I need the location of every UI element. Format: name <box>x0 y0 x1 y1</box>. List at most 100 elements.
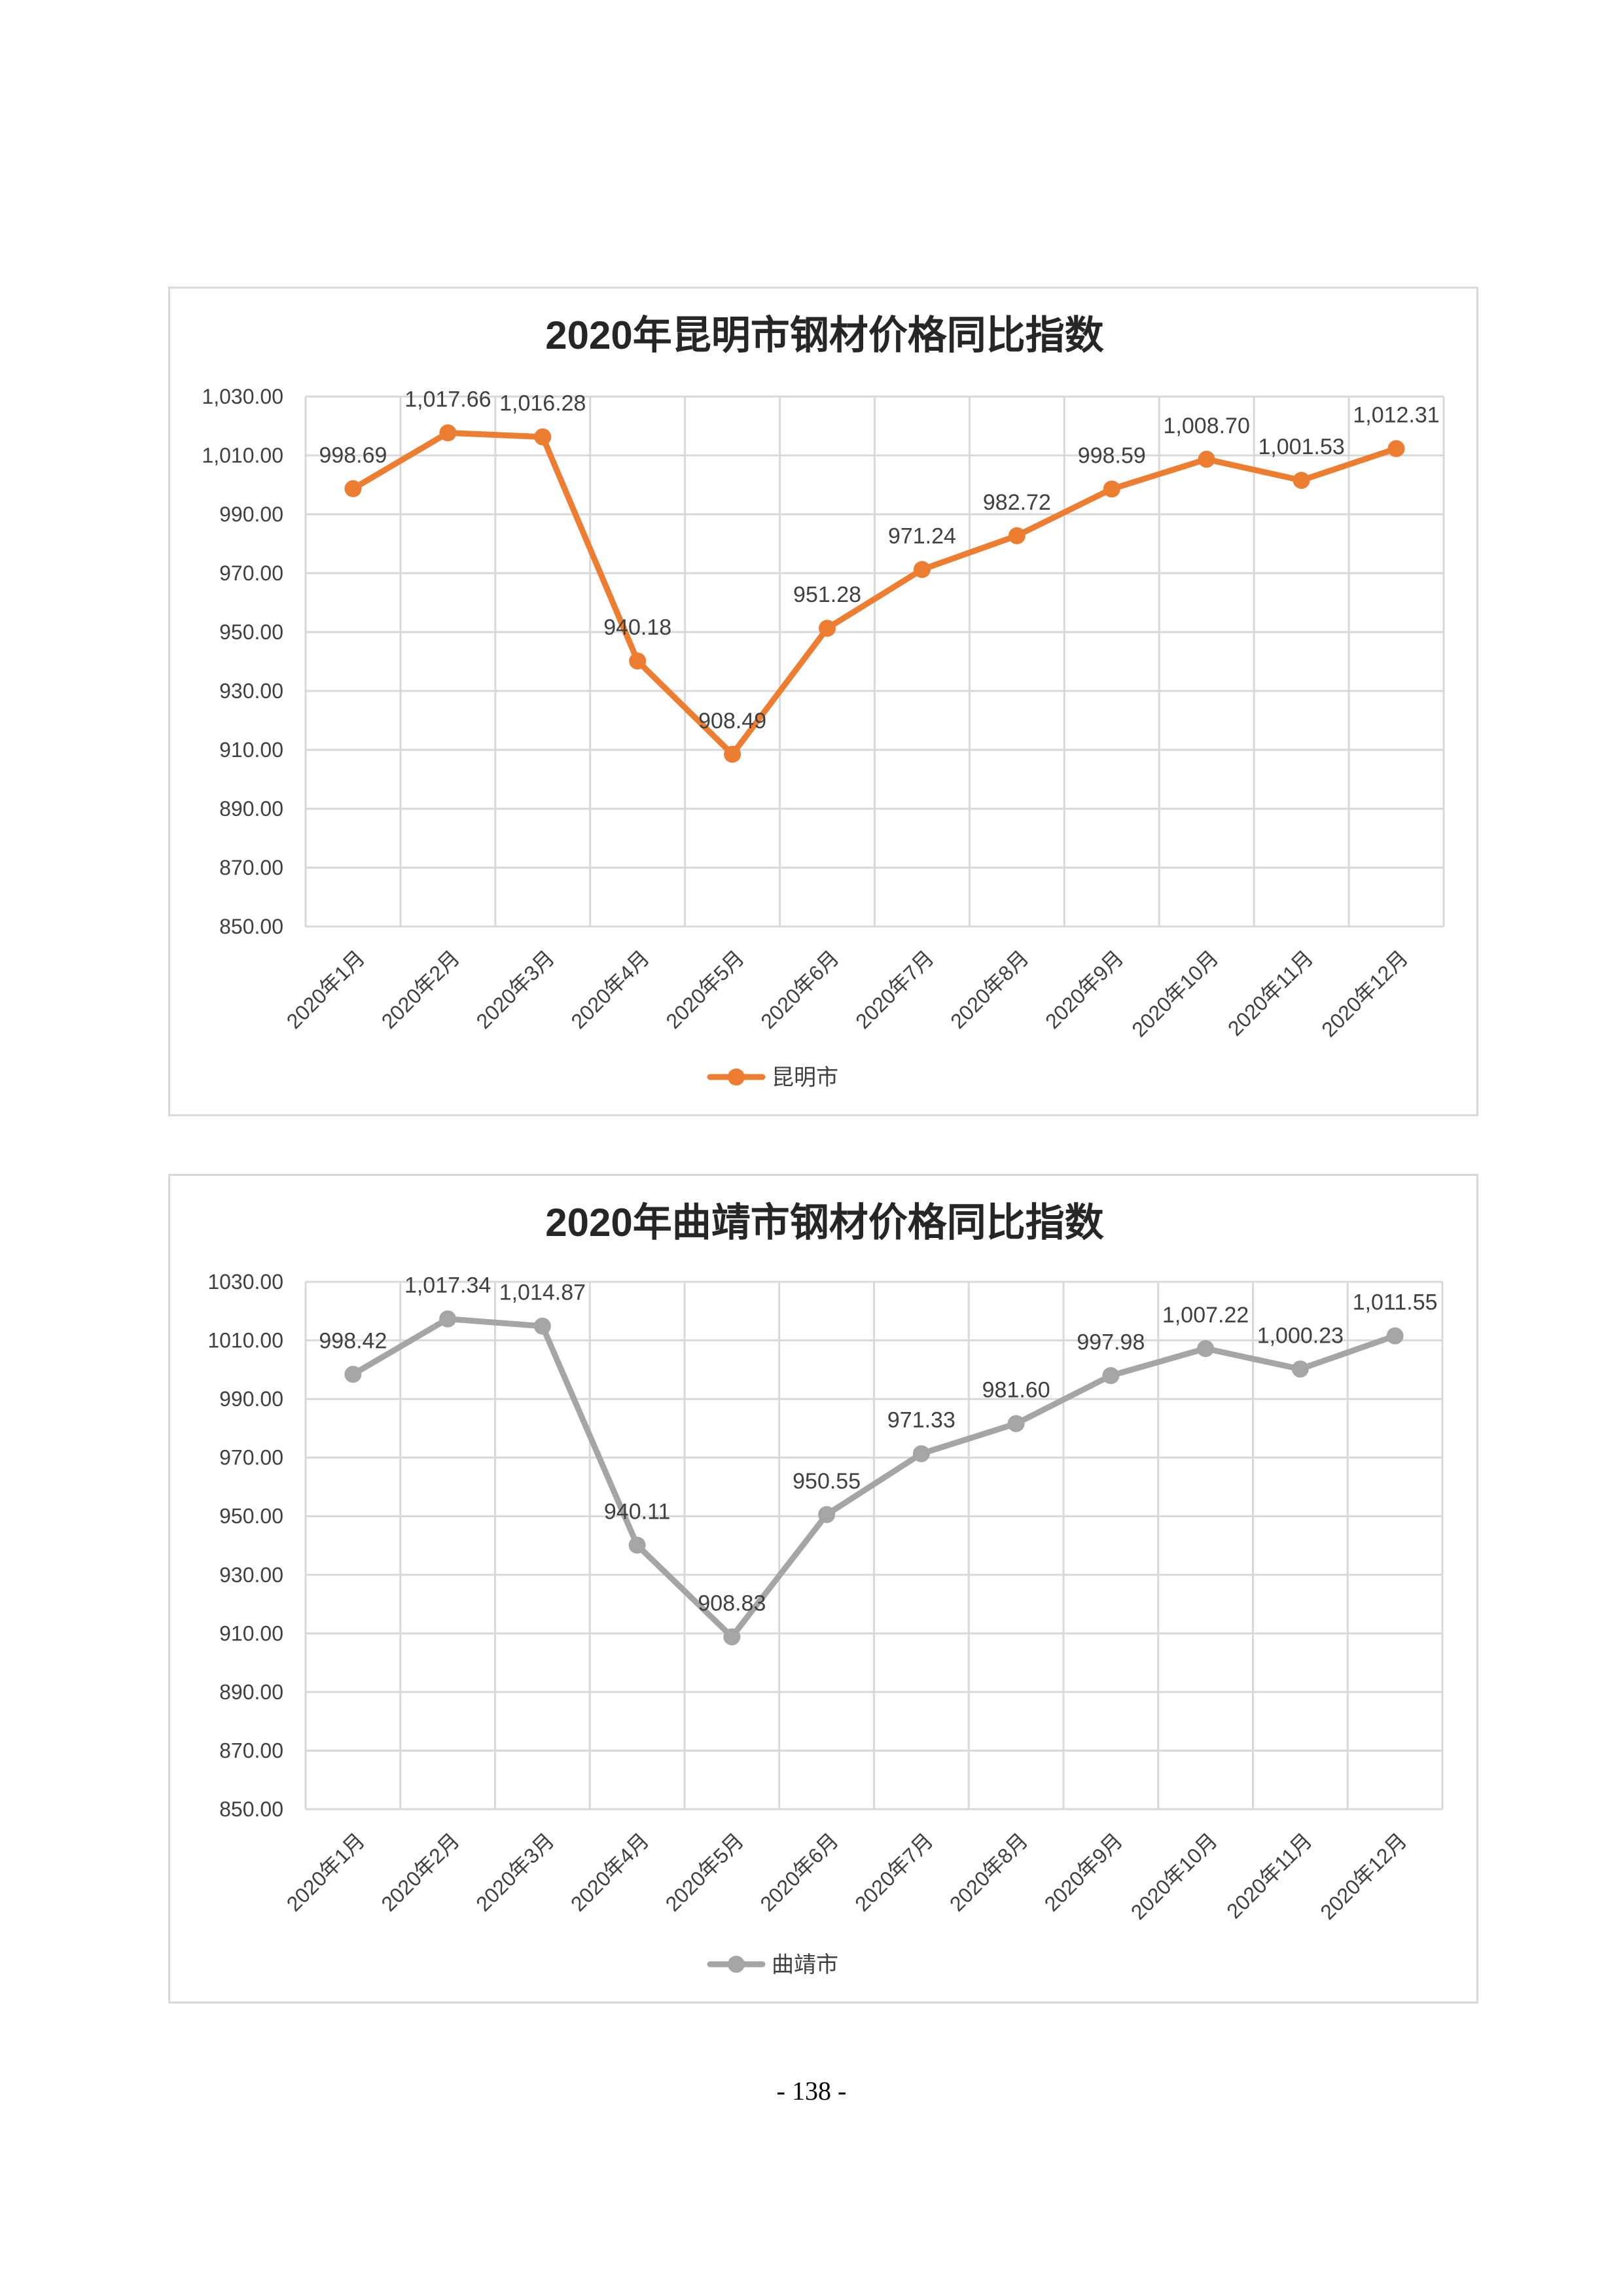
data-label: 982.72 <box>983 490 1051 515</box>
y-tick-label: 850.00 <box>219 1797 283 1821</box>
data-label: 940.18 <box>603 615 671 640</box>
x-tick-label: 2020年9月 <box>1041 945 1128 1033</box>
legend-label: 曲靖市 <box>772 1952 838 1977</box>
x-tick-label: 2020年2月 <box>376 1828 464 1916</box>
y-tick-label: 930.00 <box>219 679 283 703</box>
data-point <box>1386 1327 1404 1345</box>
data-label: 971.33 <box>887 1408 955 1433</box>
data-label: 998.42 <box>319 1328 387 1353</box>
page-number: - 138 - <box>776 2076 847 2106</box>
chart-title: 2020年曲靖市钢材价格同比指数 <box>545 1201 1103 1245</box>
data-point <box>534 428 552 446</box>
chart-qujing-svg: 2020年曲靖市钢材价格同比指数 850.00 870.00 890.00 910.00… <box>207 1201 1444 1977</box>
data-point <box>818 1506 836 1523</box>
data-point <box>819 620 836 637</box>
y-tick-label: 1030.00 <box>207 1270 283 1294</box>
x-tick-label: 2020年1月 <box>282 1828 370 1916</box>
data-point <box>533 1317 551 1335</box>
x-tick-label: 2020年7月 <box>850 1828 938 1916</box>
data-point <box>1102 1367 1120 1385</box>
data-point <box>629 652 647 670</box>
chart-title: 2020年昆明市钢材价格同比指数 <box>545 313 1103 357</box>
data-label: 1,007.22 <box>1162 1303 1249 1328</box>
chart-kunming: 2020年昆明市钢材价格同比指数 850.00 870.00 890.00 910.00… <box>168 287 1478 1116</box>
legend-label: 昆明市 <box>772 1065 838 1090</box>
data-point <box>344 480 362 497</box>
data-point <box>1008 527 1026 544</box>
data-label: 908.83 <box>698 1591 766 1616</box>
data-point <box>439 424 457 442</box>
x-tick-label: 2020年3月 <box>472 945 560 1033</box>
data-label: 908.49 <box>698 709 766 733</box>
x-tick-label: 2020年1月 <box>282 945 370 1033</box>
data-label: 1,001.53 <box>1258 434 1344 459</box>
data-label: 1,016.28 <box>499 391 586 416</box>
x-tick-label: 2020年12月 <box>1315 1828 1411 1924</box>
x-tick-label: 2020年9月 <box>1040 1828 1128 1916</box>
data-point <box>1007 1415 1025 1432</box>
x-tick-label: 2020年11月 <box>1222 1828 1317 1923</box>
y-tick-label: 950.00 <box>219 620 283 644</box>
data-point <box>628 1536 646 1554</box>
data-label: 1,008.70 <box>1164 414 1250 438</box>
legend-point-marker <box>728 1956 745 1973</box>
x-tick-label: 2020年11月 <box>1223 945 1318 1040</box>
data-point <box>1291 1360 1309 1378</box>
data-point <box>1387 440 1405 457</box>
series-line <box>349 430 1400 758</box>
x-tick-label: 2020年6月 <box>755 1828 843 1916</box>
data-label: 951.28 <box>793 582 861 607</box>
data-point <box>723 1628 741 1646</box>
data-label: 1,011.55 <box>1353 1290 1438 1315</box>
data-label: 940.11 <box>604 1500 670 1525</box>
x-tick-label: 2020年6月 <box>756 945 844 1033</box>
data-point <box>912 1445 930 1462</box>
data-point <box>1293 472 1310 489</box>
x-tick-label: 2020年4月 <box>567 945 654 1033</box>
chart-qujing: 2020年曲靖市钢材价格同比指数 850.00 870.00 890.00 910.00… <box>168 1174 1478 2004</box>
legend-point-marker <box>728 1069 745 1086</box>
y-tick-label: 1,030.00 <box>202 385 283 408</box>
data-label: 997.98 <box>1077 1330 1145 1354</box>
x-tick-label: 2020年5月 <box>661 1828 749 1916</box>
y-tick-label: 990.00 <box>219 503 283 526</box>
data-label: 1,017.66 <box>404 387 491 412</box>
y-tick-label: 870.00 <box>219 856 283 879</box>
x-tick-label: 2020年10月 <box>1127 945 1222 1041</box>
y-tick-label: 970.00 <box>219 1446 283 1470</box>
data-point <box>1197 1340 1215 1358</box>
y-tick-label: 930.00 <box>219 1563 283 1587</box>
data-point <box>724 745 741 763</box>
data-point <box>1103 480 1120 498</box>
data-point <box>913 561 931 578</box>
data-label: 1,000.23 <box>1257 1323 1344 1348</box>
y-tick-label: 990.00 <box>219 1387 283 1411</box>
data-label: 998.69 <box>319 443 387 468</box>
y-tick-label: 910.00 <box>219 738 283 762</box>
x-tick-label: 2020年10月 <box>1126 1828 1222 1924</box>
x-tick-label: 2020年5月 <box>661 945 749 1033</box>
y-tick-label: 950.00 <box>219 1504 283 1528</box>
x-tick-label: 2020年8月 <box>945 1828 1033 1916</box>
data-point <box>344 1366 362 1383</box>
x-tick-label: 2020年7月 <box>851 945 938 1033</box>
data-label: 1,014.87 <box>499 1280 586 1305</box>
data-label: 981.60 <box>982 1378 1050 1403</box>
y-tick-label: 890.00 <box>219 797 283 821</box>
y-tick-label: 870.00 <box>219 1739 283 1762</box>
data-point <box>439 1310 457 1328</box>
data-label: 971.24 <box>888 523 956 548</box>
data-label: 1,017.34 <box>404 1273 491 1298</box>
data-label: 950.55 <box>793 1469 861 1494</box>
y-tick-label: 1,010.00 <box>202 444 283 467</box>
y-tick-label: 1010.00 <box>207 1329 283 1352</box>
data-label: 998.59 <box>1078 443 1146 468</box>
x-tick-label: 2020年2月 <box>377 945 465 1033</box>
data-label: 1,012.31 <box>1353 403 1439 428</box>
y-tick-label: 890.00 <box>219 1680 283 1704</box>
y-tick-label: 850.00 <box>219 915 283 938</box>
x-tick-label: 2020年8月 <box>946 945 1033 1033</box>
x-tick-label: 2020年12月 <box>1317 945 1412 1041</box>
x-tick-label: 2020年4月 <box>566 1828 654 1916</box>
y-tick-label: 910.00 <box>219 1621 283 1645</box>
